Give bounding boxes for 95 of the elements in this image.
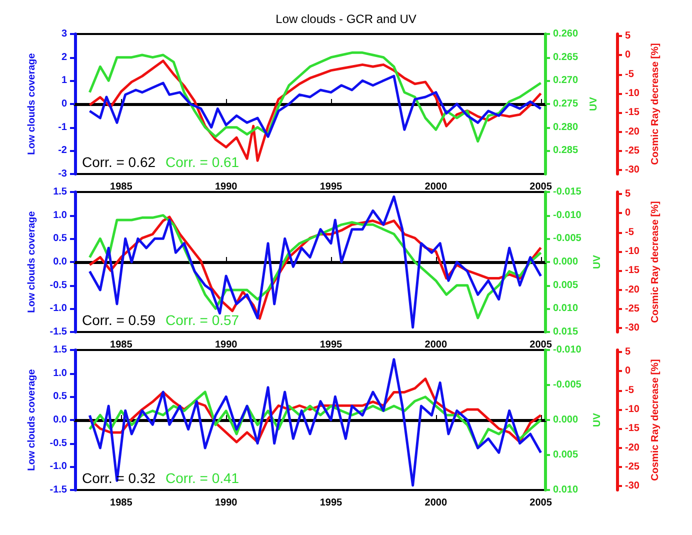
y3-tick-label: 0 (625, 208, 631, 219)
y2-tick-label: 0.000 (553, 414, 578, 426)
y2-tick-label: 0.005 (553, 280, 578, 291)
y3-tick-label: -30 (625, 480, 640, 492)
line-series (88, 51, 542, 143)
y2-tick-label: -0.010 (553, 344, 582, 356)
y3-tick-label: -30 (625, 164, 640, 176)
y2-tick-label: 0.280 (553, 122, 578, 133)
y3-tick-label: -10 (625, 404, 640, 415)
y3-tick-label: -10 (625, 88, 640, 99)
y2-tick-label: -0.015 (553, 186, 582, 198)
y3-tick-label: -5 (625, 384, 634, 396)
y-axis-title: Low clouds coverage (26, 52, 38, 155)
y2-tick-label: -0.005 (553, 380, 582, 390)
y3-tick-label: -10 (625, 246, 640, 257)
y3-tick-label: -5 (625, 68, 634, 80)
x-tick-label: 1995 (320, 340, 343, 350)
line-series (88, 74, 542, 138)
x-tick-label: 1990 (214, 182, 238, 192)
annotation: Corr. = 0.62 (82, 154, 156, 170)
y3-tick-label: -20 (625, 284, 640, 296)
x-tick-label: 2005 (530, 498, 552, 508)
x-tick-label: 1985 (110, 498, 133, 508)
y3-tick-label: 5 (625, 188, 631, 200)
y3-tick-label: -25 (625, 145, 640, 156)
annotation: Corr. = 0.59 (82, 312, 156, 328)
y2-tick-label: 0.275 (553, 98, 578, 110)
y3-axis-title: Cosmic Ray decrease [%] (650, 43, 661, 165)
y2-axis-title: UV (588, 96, 600, 111)
y-tick-label: -1.0 (50, 461, 68, 472)
y3-tick-label: -25 (625, 461, 640, 472)
y-tick-label: -0.5 (50, 438, 68, 449)
y-tick-label: 0.0 (53, 414, 68, 426)
y2-tick-label: 0.010 (553, 303, 578, 314)
annotation: Corr. = 0.61 (166, 154, 240, 170)
y2-tick-label: 0.285 (553, 145, 578, 156)
y-tick-label: 1 (61, 75, 68, 86)
y3-axis-title: Cosmic Ray decrease [%] (650, 359, 661, 481)
y-tick-label: 0.0 (53, 256, 68, 268)
x-tick-label: 2000 (424, 340, 448, 350)
y-tick-label: 2 (61, 52, 68, 63)
y3-tick-label: -20 (625, 126, 640, 138)
y2-tick-label: 0.010 (553, 484, 578, 496)
y2-tick-label: 0.005 (553, 450, 578, 460)
y2-tick-label: 0.260 (553, 28, 578, 40)
y-tick-label: -1 (58, 122, 68, 133)
y-tick-label: -0.5 (50, 280, 68, 291)
y-tick-label: 1.5 (53, 186, 68, 198)
y-tick-label: -1.0 (50, 303, 68, 314)
y-tick-label: -3 (58, 168, 68, 180)
annotation: Corr. = 0.41 (166, 470, 240, 486)
y3-tick-label: -15 (625, 423, 640, 434)
y3-tick-label: -20 (625, 442, 640, 454)
x-tick-label: 2005 (530, 182, 552, 192)
x-tick-label: 2005 (530, 340, 552, 350)
x-tick-label: 1985 (110, 182, 133, 192)
y3-tick-label: -15 (625, 107, 640, 118)
y2-tick-label: 0.265 (553, 52, 578, 63)
y-tick-label: -1.5 (50, 484, 68, 496)
y-tick-label: -2 (58, 145, 68, 156)
y-tick-label: 0.5 (53, 391, 68, 402)
x-tick-label: 1990 (214, 340, 238, 350)
y-axis-title: Low clouds coverage (26, 210, 38, 313)
y-tick-label: 3 (61, 28, 68, 40)
y3-tick-label: 0 (625, 50, 631, 61)
y3-tick-label: -25 (625, 303, 640, 314)
y2-axis-title: UV (592, 412, 603, 427)
y-tick-label: -1.5 (50, 326, 68, 338)
x-tick-label: 1985 (110, 340, 133, 350)
y2-tick-label: 0.270 (553, 75, 578, 86)
y-tick-label: 0 (61, 98, 68, 110)
y-axis-title: Low clouds coverage (26, 368, 38, 471)
x-tick-label: 1995 (320, 498, 343, 508)
y-tick-label: 0.5 (53, 233, 68, 244)
y2-tick-label: 0.015 (553, 326, 578, 338)
y2-axis-title: UV (592, 254, 603, 269)
y-tick-label: 1.0 (53, 210, 68, 221)
y-tick-label: 1.0 (53, 368, 68, 379)
y3-tick-label: -30 (625, 322, 640, 334)
y3-tick-label: 5 (625, 346, 631, 358)
y3-tick-label: 5 (625, 30, 631, 42)
y3-tick-label: -15 (625, 265, 640, 276)
y2-tick-label: -0.005 (553, 233, 582, 244)
chart-title: Low clouds - GCR and UV (276, 12, 416, 26)
y3-tick-label: 0 (625, 366, 631, 377)
y-tick-label: 1.5 (53, 344, 68, 356)
annotation: Corr. = 0.57 (166, 312, 240, 328)
y2-tick-label: -0.010 (553, 210, 582, 221)
y3-axis-title: Cosmic Ray decrease [%] (650, 201, 661, 323)
y2-tick-label: 0.000 (553, 256, 578, 268)
x-tick-label: 1995 (320, 182, 343, 192)
y3-tick-label: -5 (625, 226, 634, 238)
x-tick-label: 2000 (424, 498, 448, 508)
x-tick-label: 1990 (214, 498, 238, 508)
x-tick-label: 2000 (424, 182, 448, 192)
